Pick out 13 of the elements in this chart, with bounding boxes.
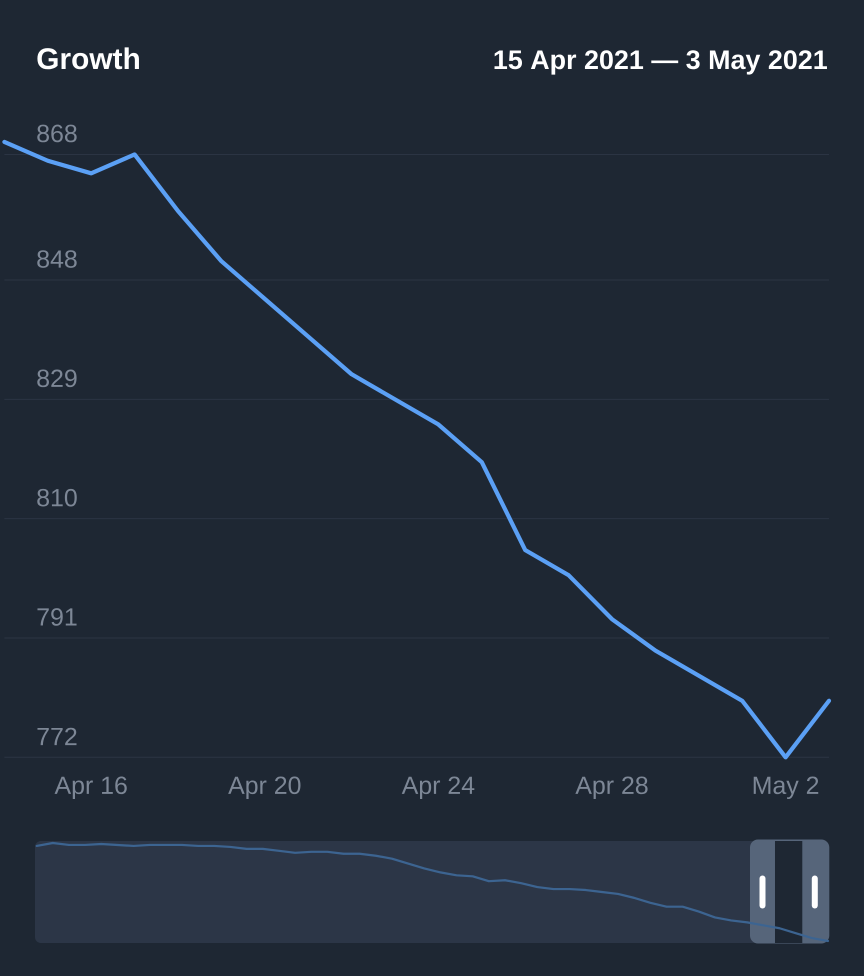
x-tick-label: Apr 16	[54, 776, 127, 800]
x-tick-label: Apr 20	[228, 776, 300, 800]
y-tick-label: 868	[37, 124, 77, 142]
y-tick-label: 829	[37, 370, 77, 388]
x-tick-label: Apr 28	[575, 776, 648, 800]
x-tick-label: May 2	[754, 776, 818, 800]
x-tick-label: Apr 24	[402, 776, 474, 800]
y-tick-label: 791	[37, 608, 77, 626]
y-tick-label: 810	[37, 488, 77, 506]
text: Growth	[37, 47, 139, 70]
y-tick-label: 848	[37, 250, 77, 268]
text: 15 Apr 2021 — 3 May 2021	[494, 50, 827, 75]
y-tick-label: 772	[37, 728, 76, 746]
